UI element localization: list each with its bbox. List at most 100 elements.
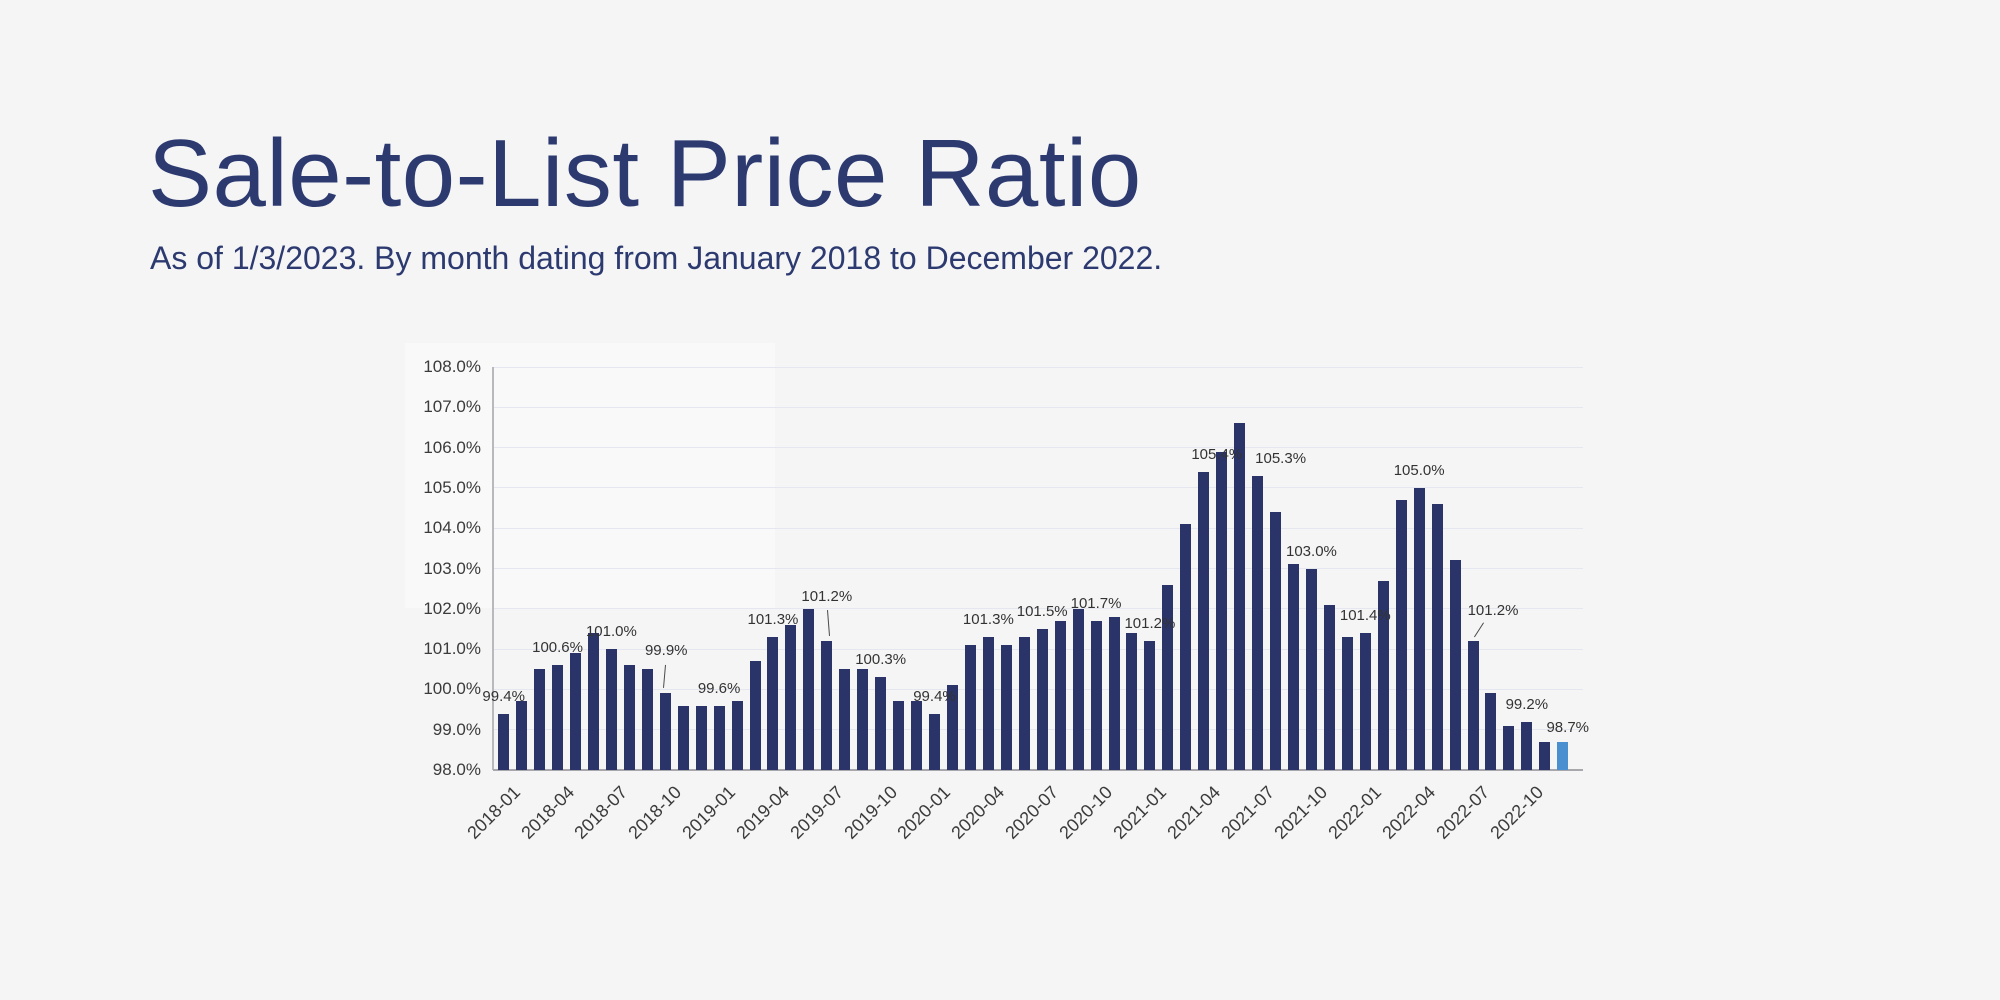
bar-2020-07	[1036, 628, 1048, 770]
x-tick-label: 2019-10	[839, 782, 901, 843]
gridline	[493, 406, 1583, 408]
data-label: 105.3%	[1255, 449, 1307, 467]
bar-2018-05	[570, 653, 581, 770]
bar-2021-02	[1162, 584, 1174, 770]
data-label: 105.4%	[1191, 445, 1243, 463]
data-label: 98.7%	[1546, 718, 1590, 736]
bar-2018-03	[534, 669, 546, 770]
data-label: 100.3%	[855, 651, 907, 669]
data-label: 99.4%	[913, 687, 956, 705]
bar-2022-10	[1521, 721, 1533, 770]
y-tick-label: 98.0%	[432, 760, 481, 779]
x-tick-label: 2019-04	[732, 782, 794, 843]
bar-2020-02	[946, 685, 958, 770]
bar-2021-03	[1180, 524, 1192, 770]
bar-2021-01	[1144, 641, 1156, 770]
bar-2021-04	[1198, 471, 1210, 770]
bar-2021-08	[1270, 512, 1282, 770]
data-label: 103.0%	[1286, 542, 1337, 560]
y-tick-label: 105.0%	[423, 477, 481, 497]
page-title: Sale-to-List Price Ratio	[148, 120, 1142, 227]
bar-2018-01	[498, 713, 510, 770]
bar-2019-02	[731, 701, 743, 770]
x-tick-label: 2020-04	[947, 782, 1009, 843]
data-label: 101.3%	[962, 611, 1014, 628]
bar-2018-06	[587, 632, 599, 770]
bar-2018-07	[605, 649, 617, 770]
bar-2022-03	[1395, 499, 1407, 770]
bar-2020-08	[1054, 620, 1066, 770]
data-label: 99.6%	[697, 679, 741, 697]
data-label: 101.2%	[801, 588, 853, 606]
data-label: 101.3%	[747, 611, 799, 628]
bar-2019-03	[749, 661, 761, 770]
bar-2022-06	[1449, 560, 1461, 770]
y-axis-line	[492, 367, 494, 770]
bar-2022-07	[1467, 641, 1479, 770]
bar-2019-05	[785, 624, 797, 770]
bar-2019-10	[875, 677, 887, 770]
y-tick-label: 108.0%	[423, 357, 481, 376]
gridline	[493, 527, 1583, 529]
bar-2021-11	[1323, 604, 1335, 770]
x-tick-label: 2019-01	[678, 782, 740, 843]
data-label: 99.2%	[1505, 695, 1549, 713]
bar-2020-12	[1126, 632, 1138, 770]
data-label: 101.7%	[1070, 594, 1122, 612]
bar-2020-04	[982, 637, 994, 770]
bar-2018-09	[641, 669, 653, 770]
bar-2019-06	[803, 608, 815, 770]
highlighted-bar-2022-12	[1557, 741, 1569, 770]
data-label: 100.6%	[532, 639, 583, 657]
bar-2021-09	[1288, 564, 1299, 770]
bar-2019-07	[821, 641, 833, 770]
bar-2018-02	[516, 701, 528, 770]
bar-2018-12	[695, 705, 707, 770]
x-tick-label: 2020-01	[893, 782, 955, 843]
x-tick-label: 2021-07	[1216, 782, 1278, 843]
data-label-leader-line	[1473, 622, 1484, 638]
x-tick-label: 2018-01	[462, 782, 524, 843]
bar-2022-08	[1485, 693, 1497, 770]
bar-2021-12	[1341, 637, 1353, 770]
x-tick-label: 2018-10	[624, 782, 686, 843]
x-tick-label: 2021-01	[1109, 782, 1171, 843]
y-tick-label: 100.0%	[423, 679, 481, 699]
bar-2019-12	[911, 701, 923, 770]
x-axis-line	[493, 769, 1583, 771]
x-tick-label: 2022-07	[1432, 782, 1494, 843]
x-tick-label: 2022-10	[1486, 782, 1548, 843]
y-tick-label: 106.0%	[423, 437, 481, 457]
bar-2020-05	[1000, 645, 1012, 770]
bar-2022-11	[1539, 741, 1551, 770]
bar-2020-09	[1072, 608, 1084, 770]
y-tick-label: 99.0%	[432, 719, 481, 739]
page-subtitle: As of 1/3/2023. By month dating from Jan…	[150, 240, 1163, 276]
bar-2020-01	[929, 713, 940, 770]
data-label: 101.0%	[585, 623, 637, 641]
chart-backdrop	[405, 343, 775, 608]
bar-2020-11	[1108, 616, 1120, 770]
bar-2022-09	[1503, 725, 1515, 770]
bar-2018-11	[677, 705, 689, 770]
bar-2021-06	[1234, 423, 1246, 770]
data-label: 101.2%	[1124, 615, 1176, 633]
data-label: 101.5%	[1016, 602, 1068, 620]
gridline	[493, 447, 1583, 449]
data-label: 99.9%	[644, 642, 688, 660]
data-label: 99.4%	[482, 687, 525, 705]
x-tick-label: 2020-07	[1001, 782, 1063, 843]
x-tick-label: 2021-10	[1270, 782, 1332, 843]
y-tick-label: 103.0%	[423, 558, 481, 578]
gridline	[493, 608, 1583, 610]
bar-2021-10	[1305, 568, 1317, 770]
bar-2019-01	[713, 705, 725, 770]
bar-2022-04	[1413, 487, 1425, 770]
bar-2019-08	[839, 669, 851, 770]
bar-2022-02	[1377, 580, 1389, 770]
bar-2020-03	[964, 645, 976, 770]
x-tick-label: 2022-01	[1324, 782, 1386, 843]
y-tick-label: 104.0%	[423, 518, 481, 538]
